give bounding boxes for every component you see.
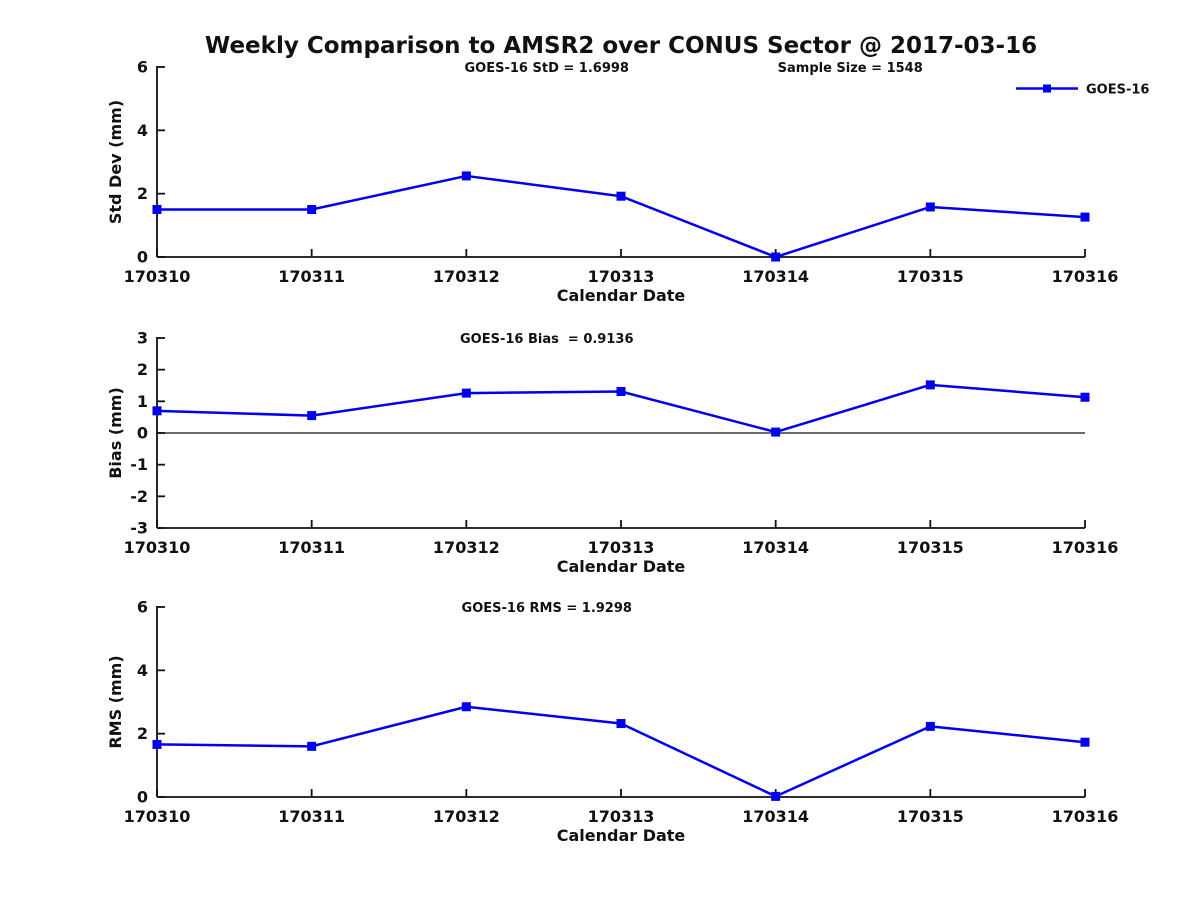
annotation-text: Sample Size = 1548 <box>778 61 923 76</box>
y-axis-label: RMS (mm) <box>106 655 125 748</box>
subplot-bias-mm: -3 -2 -1 0 1 2 3 170310 170311 170312 170313 170314… <box>106 329 1118 577</box>
x-tick-label: 170315 <box>897 267 964 286</box>
data-line <box>155 174 1087 259</box>
x-tick-label: 170316 <box>1052 267 1119 286</box>
y-tick-label: 6 <box>137 58 148 77</box>
x-tick-label: 170312 <box>433 538 500 557</box>
data-point-marker <box>461 702 471 712</box>
y-tick-label: 1 <box>137 392 148 411</box>
data-point-marker <box>925 721 935 731</box>
x-tick-label: 170310 <box>124 538 191 557</box>
x-tick-label: 170311 <box>278 267 345 286</box>
x-tick-label: 170310 <box>124 807 191 826</box>
x-tick-label: 170314 <box>742 807 809 826</box>
data-point-marker <box>771 791 781 801</box>
y-tick-label: 4 <box>137 661 148 680</box>
y-tick-label: 0 <box>137 788 148 807</box>
subplot-std-dev-mm: 0 2 4 6 170310 170311 170312 170313 170314 170315… <box>106 58 1149 306</box>
x-tick-label: 170311 <box>278 807 345 826</box>
data-point-marker <box>152 205 162 214</box>
y-axis-label: Bias (mm) <box>106 387 125 479</box>
x-tick-label: 170313 <box>588 807 655 826</box>
x-tick-label: 170316 <box>1052 807 1119 826</box>
data-point-marker <box>616 719 626 729</box>
data-point-marker <box>152 739 162 749</box>
data-point-marker <box>152 406 162 416</box>
y-tick-label: 6 <box>137 598 148 617</box>
y-tick-label: 4 <box>137 121 148 140</box>
data-point-marker <box>771 252 781 262</box>
annotation-text: GOES-16 Bias = 0.9136 <box>460 332 634 347</box>
data-point-marker <box>307 741 317 751</box>
data-point-marker <box>1080 212 1090 222</box>
data-point-marker <box>307 411 317 421</box>
legend-label: GOES-16 <box>1086 83 1149 98</box>
x-tick-label: 170315 <box>897 807 964 826</box>
x-tick-label: 170312 <box>433 807 500 826</box>
data-point-marker <box>461 388 471 398</box>
subplot-rms-mm: 0 2 4 6 170310 170311 170312 170313 170314 170315… <box>106 598 1118 846</box>
x-tick-label: 170316 <box>1052 538 1119 557</box>
y-tick-label: 2 <box>137 184 148 203</box>
data-point-marker <box>1080 737 1090 747</box>
x-tick-label: 170315 <box>897 538 964 557</box>
y-tick-label: 2 <box>137 724 148 743</box>
x-tick-label: 170311 <box>278 538 345 557</box>
x-tick-label: 170310 <box>124 267 191 286</box>
data-point-marker <box>616 387 626 397</box>
y-tick-label: -2 <box>130 487 148 506</box>
y-tick-label: 2 <box>137 360 148 379</box>
y-tick-label: -1 <box>130 455 148 474</box>
chart-title: Weekly Comparison to AMSR2 over CONUS Se… <box>205 33 1037 59</box>
annotation-text: GOES-16 RMS = 1.9298 <box>462 601 632 616</box>
y-tick-label: 0 <box>137 248 148 267</box>
y-tick-label: 0 <box>137 424 148 443</box>
x-tick-label: 170313 <box>588 267 655 286</box>
x-axis-label: Calendar Date <box>557 286 686 305</box>
annotation-text: GOES-16 StD = 1.6998 <box>465 61 629 76</box>
x-tick-label: 170314 <box>742 538 809 557</box>
y-axis-label: Std Dev (mm) <box>106 100 125 224</box>
data-point-marker <box>1080 392 1090 402</box>
legend-marker <box>1043 84 1051 93</box>
data-point-marker <box>461 171 471 181</box>
data-point-marker <box>925 202 935 212</box>
x-tick-label: 170312 <box>433 267 500 286</box>
data-point-marker <box>307 205 317 214</box>
x-tick-label: 170314 <box>742 267 809 286</box>
data-point-marker <box>771 427 781 437</box>
y-tick-label: -3 <box>130 519 148 538</box>
x-tick-label: 170313 <box>588 538 655 557</box>
x-axis-label: Calendar Date <box>557 826 686 845</box>
x-axis-label: Calendar Date <box>557 557 686 576</box>
y-tick-label: 3 <box>137 329 148 348</box>
data-point-marker <box>616 191 626 201</box>
data-point-marker <box>925 380 935 390</box>
